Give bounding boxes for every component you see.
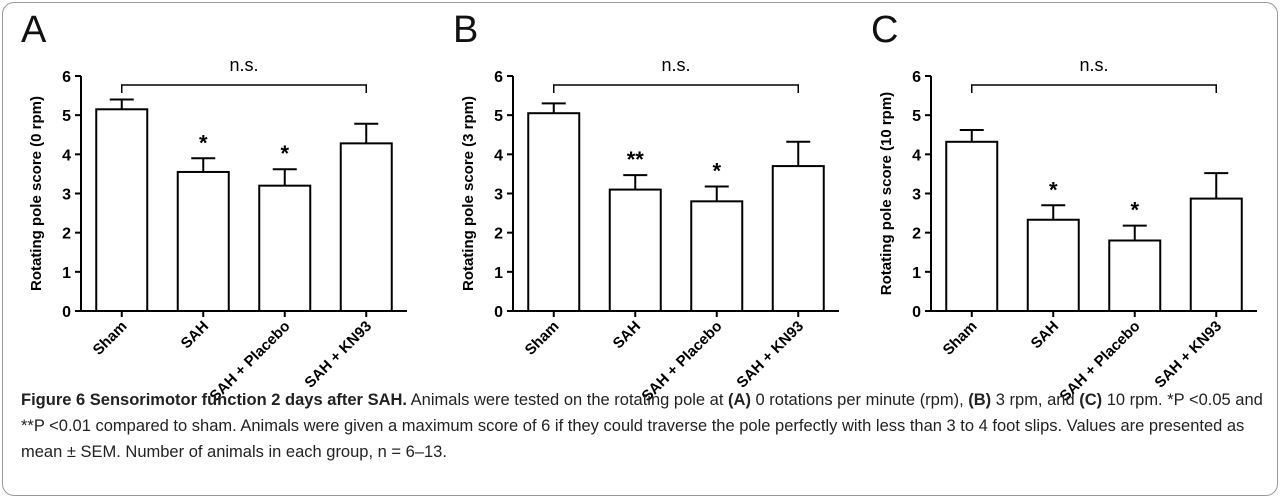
y-tick-label: 0 (62, 304, 71, 321)
chart-panel-c: C 0 1 2 3 4 5 6 Rotating pole score (10 rpm) Sha… (861, 9, 1281, 405)
y-tick-label: 5 (912, 108, 921, 125)
bar-chart-a: 0 1 2 3 4 5 6 Rotating pole score (0 rpm) Sham * S… (28, 55, 407, 405)
y-tick-label: 0 (494, 304, 503, 321)
panel-letter-c: C (871, 9, 899, 51)
y-tick-label: 4 (494, 147, 503, 164)
x-tick-label: SAH + KN93 (1151, 318, 1225, 392)
bar (1026, 218, 1080, 312)
y-tick-label: 4 (62, 147, 71, 164)
bar (527, 112, 581, 313)
y-tick-label: 5 (494, 108, 503, 125)
bar (1108, 239, 1162, 312)
x-tick-label: Sham (90, 318, 131, 359)
bar (95, 108, 149, 312)
ns-bracket-label: n.s. (1079, 55, 1108, 75)
x-tick-label: SAH + KN93 (733, 318, 807, 392)
y-tick-label: 6 (494, 69, 503, 86)
ns-bracket-label: n.s. (229, 55, 258, 75)
x-tick-label: Sham (522, 318, 563, 359)
caption-text-2: 0 rotations per minute (rpm), (750, 391, 969, 409)
y-tick-label: 6 (62, 69, 71, 86)
x-tick-label: SAH (610, 318, 644, 352)
x-tick-label: SAH (1028, 318, 1062, 352)
y-tick-label: 2 (62, 226, 71, 243)
ns-bracket (553, 84, 799, 93)
significance-marker: * (199, 130, 208, 155)
bar (608, 188, 662, 312)
bar (176, 170, 230, 312)
ns-bracket (971, 84, 1217, 93)
bar (690, 200, 744, 312)
ns-bracket-label: n.s. (661, 55, 690, 75)
y-axis-label: Rotating pole score (0 rpm) (28, 96, 45, 291)
x-tick-label: SAH + KN93 (301, 318, 375, 392)
bar (771, 165, 825, 312)
caption-ref-c: (C) (1079, 391, 1103, 409)
bar (339, 142, 393, 312)
ns-bracket (121, 84, 367, 93)
caption-title: Figure 6 Sensorimotor function 2 days af… (21, 391, 407, 409)
y-tick-label: 5 (62, 108, 71, 125)
bar (1189, 197, 1243, 312)
y-tick-label: 1 (912, 265, 921, 282)
caption-ref-a: (A) (728, 391, 751, 409)
y-tick-label: 2 (494, 226, 503, 243)
caption-ref-b: (B) (968, 391, 992, 409)
y-tick-label: 3 (494, 187, 503, 204)
x-tick-label: SAH (178, 318, 212, 352)
panel-letter-b: B (453, 9, 479, 51)
y-tick-label: 2 (912, 226, 921, 243)
chart-panel-a: A 0 1 2 3 4 5 6 Rotating pole score (0 rpm) Sham… (11, 9, 431, 405)
significance-marker: * (280, 141, 289, 166)
panel-letter-a: A (21, 9, 47, 51)
significance-marker: * (1130, 198, 1139, 223)
y-tick-label: 3 (912, 187, 921, 204)
chart-panel-b: B 0 1 2 3 4 5 6 Rotating pole score (3 rpm) Sham… (443, 9, 863, 405)
significance-marker: * (1049, 177, 1058, 202)
bar-chart-c: 0 1 2 3 4 5 6 Rotating pole score (10 rpm) Sham *… (878, 55, 1257, 405)
y-tick-label: 1 (494, 265, 503, 282)
figure-caption: Figure 6 Sensorimotor function 2 days af… (21, 387, 1265, 465)
y-tick-label: 6 (912, 69, 921, 86)
significance-marker: ** (627, 147, 645, 172)
y-tick-label: 1 (62, 265, 71, 282)
caption-text-3: 3 rpm, and (991, 391, 1080, 409)
caption-text-1: Animals were tested on the rotating pole… (407, 391, 729, 409)
y-axis-label: Rotating pole score (10 rpm) (878, 92, 895, 295)
y-tick-label: 0 (912, 304, 921, 321)
caption-text-4: 10 rpm. *P <0.05 and **P <0.01 compared … (21, 391, 1263, 461)
y-tick-label: 3 (62, 187, 71, 204)
x-tick-label: Sham (940, 318, 981, 359)
y-tick-label: 4 (912, 147, 921, 164)
bar (258, 184, 312, 313)
y-axis-label: Rotating pole score (3 rpm) (460, 96, 477, 291)
significance-marker: * (712, 158, 721, 183)
bar (945, 140, 999, 312)
